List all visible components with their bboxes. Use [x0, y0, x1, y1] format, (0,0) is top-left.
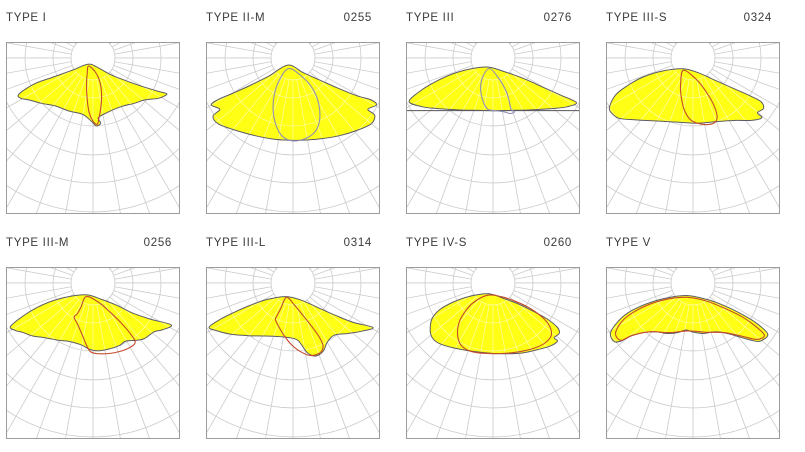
chart-code: 0256: [143, 237, 172, 249]
chart-label-row: TYPE III-S 0324: [606, 8, 778, 24]
beam-shape-fill: [430, 293, 560, 354]
chart-label-row: TYPE IV-S 0260: [406, 233, 578, 249]
chart-type-label: TYPE III-L: [206, 237, 266, 249]
polar-chart: [607, 268, 779, 438]
chart-label-row: TYPE V: [606, 233, 778, 249]
chart-label-row: TYPE I: [6, 8, 178, 24]
vertical-plane-curve: [614, 296, 765, 341]
photometric-chart-cell: TYPE III 0276: [406, 8, 580, 214]
beam-shape-outline: [17, 63, 168, 127]
vertical-plane-curve: [456, 294, 553, 355]
chart-type-label: TYPE II-M: [206, 12, 266, 24]
beam-shape-outline: [608, 68, 765, 124]
chart-label-row: TYPE III-M 0256: [6, 233, 178, 249]
polar-chart-box: [6, 42, 180, 214]
beam-shape-fill: [209, 296, 374, 357]
chart-label-row: TYPE II-M 0255: [206, 8, 378, 24]
beam-shape-outline: [208, 296, 374, 357]
beam-shape-outline: [408, 66, 577, 112]
vertical-plane-curve: [679, 69, 718, 126]
chart-code: 0276: [543, 12, 572, 24]
chart-label-row: TYPE III-L 0314: [206, 233, 378, 249]
photometric-chart-cell: TYPE I: [6, 8, 180, 214]
chart-type-label: TYPE IV-S: [406, 237, 468, 249]
polar-grid: [607, 43, 779, 213]
polar-chart: [607, 43, 779, 213]
polar-chart: [407, 43, 579, 213]
chart-label-row: TYPE III 0276: [406, 8, 578, 24]
photometric-chart-cell: TYPE V: [606, 233, 780, 439]
polar-chart-box: [6, 267, 180, 439]
chart-type-label: TYPE I: [6, 12, 47, 24]
polar-chart: [7, 43, 179, 213]
photometric-chart-cell: TYPE III-L 0314: [206, 233, 380, 439]
photometric-chart-cell: TYPE III-S 0324: [606, 8, 780, 214]
chart-type-label: TYPE III-M: [6, 237, 70, 249]
photometric-chart-cell: TYPE II-M 0255: [206, 8, 380, 214]
chart-type-label: TYPE III-S: [606, 12, 668, 24]
vertical-plane-curve: [272, 67, 321, 142]
vertical-plane-curve: [85, 65, 103, 125]
chart-code: 0324: [743, 12, 772, 24]
beam-shape-outline: [9, 294, 173, 352]
photometric-chart-cell: TYPE III-M 0256: [6, 233, 180, 439]
chart-type-label: TYPE III: [406, 12, 455, 24]
beam-shape-fill: [610, 295, 768, 343]
polar-chart: [207, 43, 379, 213]
polar-chart: [407, 268, 579, 438]
polar-chart: [7, 268, 179, 438]
chart-code: 0255: [343, 12, 372, 24]
polar-chart-box: [206, 42, 380, 214]
polar-chart-box: [606, 267, 780, 439]
vertical-plane-curve: [73, 295, 136, 355]
polar-grid: [607, 268, 779, 438]
chart-code: 0314: [343, 237, 372, 249]
chart-code: 0260: [543, 237, 572, 249]
chart-type-label: TYPE V: [606, 237, 652, 249]
polar-chart: [207, 268, 379, 438]
polar-grid: [207, 268, 379, 438]
beam-shape-fill: [18, 64, 167, 127]
polar-chart-box: [606, 42, 780, 214]
polar-chart-box: [406, 267, 580, 439]
vertical-plane-curve: [274, 296, 324, 357]
photometric-chart-cell: TYPE IV-S 0260: [406, 233, 580, 439]
beam-shape-fill: [211, 65, 377, 141]
polar-chart-box: [206, 267, 380, 439]
vertical-plane-curve: [480, 67, 516, 115]
polar-chart-box: [406, 42, 580, 214]
